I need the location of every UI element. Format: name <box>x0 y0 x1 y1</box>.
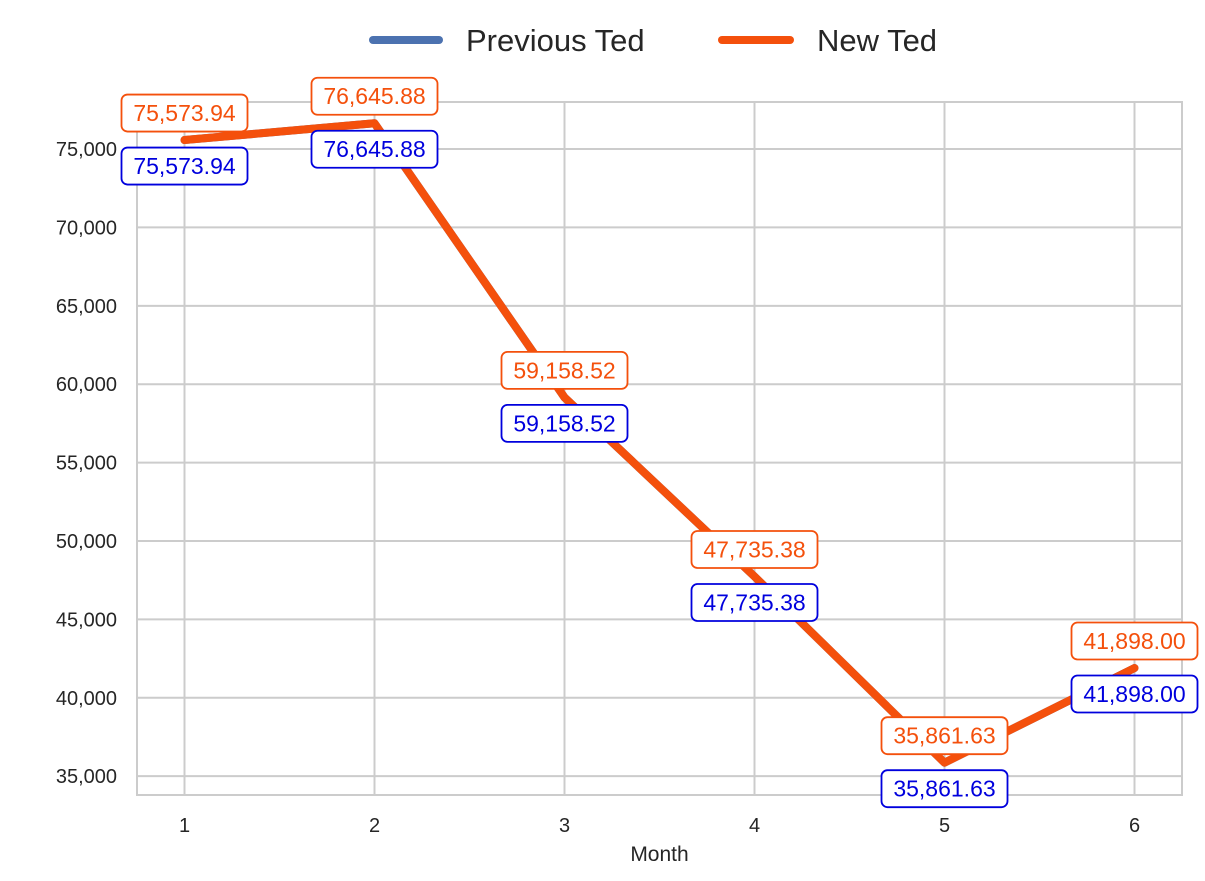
data-label: 75,573.94 <box>120 146 249 186</box>
data-label: 76,645.88 <box>310 76 439 116</box>
data-label-text: 35,861.63 <box>893 723 995 749</box>
data-label: 47,735.38 <box>690 530 819 569</box>
x-axis-label: Month <box>630 843 688 866</box>
x-tick-label: 1 <box>179 815 190 837</box>
data-label-text: 75,573.94 <box>133 100 236 126</box>
data-label-box <box>690 583 819 622</box>
y-tick-label: 50,000 <box>56 531 117 553</box>
x-tick-label: 6 <box>1129 815 1140 837</box>
data-label-text: 41,898.00 <box>1083 628 1185 654</box>
data-label-box <box>120 146 249 186</box>
y-tick-label: 45,000 <box>56 609 117 631</box>
data-label-box <box>120 93 249 133</box>
series-lines <box>180 119 1139 767</box>
data-label-text: 76,645.88 <box>323 136 425 162</box>
y-tick-label: 55,000 <box>56 453 117 475</box>
data-label-text: 59,158.52 <box>513 357 615 383</box>
data-label-box <box>690 530 819 569</box>
x-axis-ticks: 1 2 3 4 5 6 <box>179 815 1140 837</box>
data-label: 47,735.38 <box>690 583 819 622</box>
plot-frame <box>136 101 1183 796</box>
data-label-box <box>1070 621 1199 661</box>
y-tick-label: 65,000 <box>56 296 117 318</box>
data-label: 35,861.63 <box>880 769 1009 809</box>
x-tick-label: 2 <box>369 815 380 837</box>
data-label-text: 75,573.94 <box>133 153 236 179</box>
data-label-box <box>310 76 439 116</box>
data-label-box <box>880 716 1009 756</box>
x-tick-label: 4 <box>749 815 760 837</box>
y-tick-label: 35,000 <box>56 766 117 788</box>
y-tick-label: 60,000 <box>56 374 117 396</box>
data-label-text: 35,861.63 <box>893 776 995 802</box>
legend: Previous Ted New Ted <box>369 23 937 58</box>
data-label-text: 76,645.88 <box>323 83 425 109</box>
data-label: 41,898.00 <box>1070 674 1199 714</box>
x-tick-label: 3 <box>559 815 570 837</box>
series-line-0 <box>180 119 1139 767</box>
y-tick-label: 75,000 <box>56 139 117 161</box>
y-tick-label: 70,000 <box>56 217 117 239</box>
legend-label: Previous Ted <box>466 23 645 58</box>
data-label-box <box>310 129 439 169</box>
series-line-1 <box>180 119 1139 767</box>
data-label: 35,861.63 <box>880 716 1009 756</box>
x-tick-label: 5 <box>939 815 950 837</box>
y-tick-label: 40,000 <box>56 688 117 710</box>
legend-entry: Previous Ted <box>369 23 645 58</box>
data-label-text: 47,735.38 <box>703 590 805 616</box>
legend-label: New Ted <box>817 23 937 58</box>
data-label: 41,898.00 <box>1070 621 1199 661</box>
data-label: 59,158.52 <box>500 351 629 390</box>
data-label-text: 41,898.00 <box>1083 681 1185 707</box>
data-label-box <box>500 351 629 390</box>
data-label-box <box>1070 674 1199 714</box>
data-labels: 75,573.94 76,645.88 59,158.52 47,735.38 35,8… <box>120 76 1199 809</box>
data-label: 59,158.52 <box>500 404 629 443</box>
grid-lines <box>137 102 1182 795</box>
data-label: 75,573.94 <box>120 93 249 133</box>
y-axis-ticks: 35,000 40,000 45,000 50,000 55,000 60,000 65,0… <box>56 139 117 788</box>
data-label-box <box>880 769 1009 809</box>
data-label-text: 47,735.38 <box>703 537 805 563</box>
data-label: 76,645.88 <box>310 129 439 169</box>
legend-entry: New Ted <box>718 23 937 58</box>
data-label-box <box>500 404 629 443</box>
data-label-text: 59,158.52 <box>513 410 615 436</box>
